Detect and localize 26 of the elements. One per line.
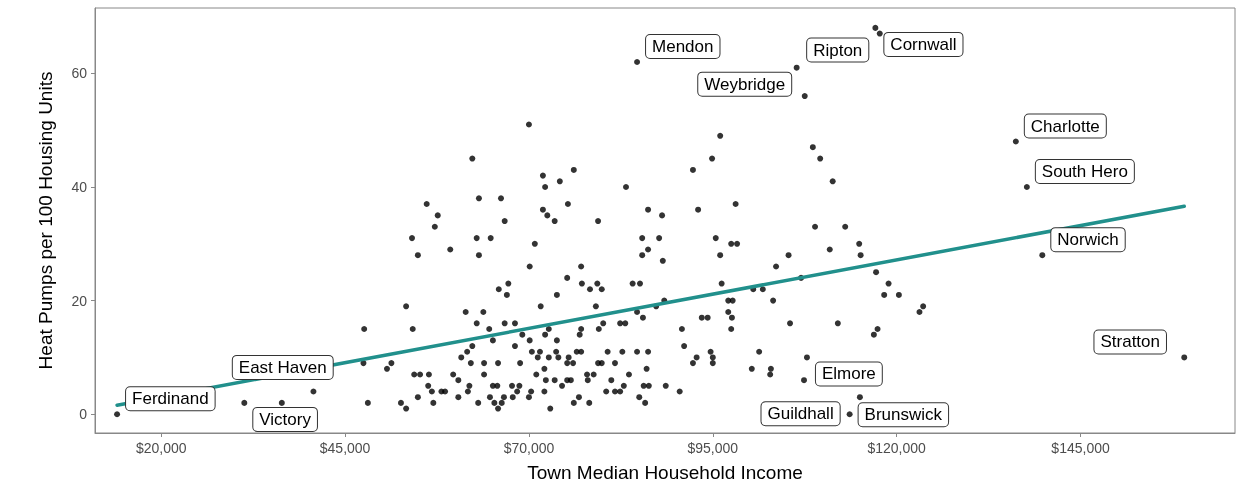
annotation: Cornwall (890, 34, 957, 54)
y-tick-label: 0 (79, 406, 88, 423)
annotation: Brunswick (864, 405, 943, 425)
annotation: East Haven (238, 357, 327, 377)
x-tick-label: $70,000 (503, 440, 555, 456)
x-tick-label: $20,000 (135, 440, 187, 456)
annotation: Stratton (1100, 332, 1160, 352)
x-axis-title: Town Median Household Income (527, 462, 803, 483)
annotation: Weybridge (704, 74, 786, 94)
y-tick-label: 20 (71, 292, 88, 309)
y-tick-label: 40 (71, 178, 88, 195)
x-tick-label: $120,000 (867, 440, 927, 456)
annotation: Victory (259, 409, 312, 429)
y-tick-label: 60 (71, 65, 88, 82)
y-axis-title: Heat Pumps per 100 Housing Units (35, 71, 56, 370)
annotation: Charlotte (1030, 116, 1100, 136)
annotation: Ferdinand (132, 389, 209, 409)
annotation: Norwich (1057, 230, 1119, 250)
annotation: Elmore (821, 364, 876, 384)
annotation: Guildhall (767, 404, 834, 424)
x-tick-label: $145,000 (1051, 440, 1110, 456)
annotation: South Hero (1041, 161, 1128, 181)
x-tick-label: $45,000 (319, 440, 371, 456)
x-tick-label: $95,000 (687, 440, 739, 456)
annotation: Ripton (813, 40, 863, 60)
annotation: Mendon (652, 36, 714, 56)
